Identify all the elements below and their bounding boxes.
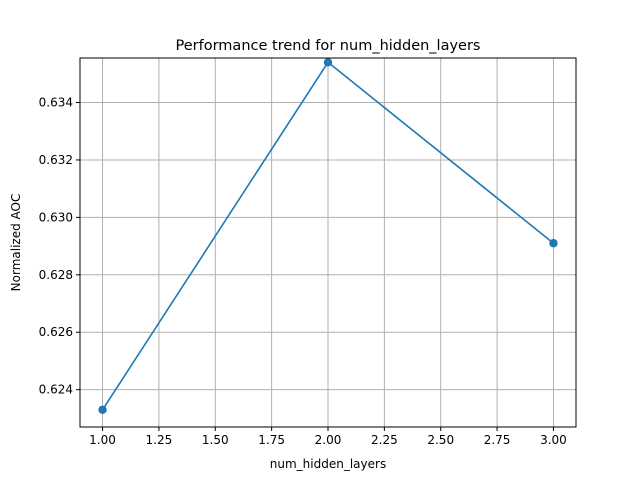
x-tick-label: 1.00 <box>89 433 116 447</box>
x-tick-label: 1.75 <box>258 433 285 447</box>
x-tick-label: 1.25 <box>146 433 173 447</box>
y-axis-ticks: 0.624 0.626 0.628 0.630 0.632 0.634 <box>39 96 80 397</box>
y-tick-label: 0.628 <box>39 268 73 282</box>
x-axis-ticks: 1.00 1.25 1.50 1.75 2.00 2.25 2.50 2.75 3.00 <box>89 427 567 447</box>
data-point <box>323 58 333 67</box>
x-tick-label: 2.00 <box>315 433 342 447</box>
series-layer <box>98 58 558 414</box>
data-point <box>98 405 107 414</box>
x-tick-label: 2.25 <box>371 433 398 447</box>
grid <box>80 58 576 427</box>
x-tick-label: 1.50 <box>202 433 229 447</box>
y-tick-label: 0.632 <box>39 153 73 167</box>
y-tick-label: 0.626 <box>39 325 73 339</box>
x-tick-label: 2.50 <box>427 433 454 447</box>
chart-title: Performance trend for num_hidden_layers <box>176 38 481 54</box>
y-tick-label: 0.634 <box>39 96 73 110</box>
x-tick-label: 3.00 <box>540 433 567 447</box>
data-point <box>549 239 558 248</box>
y-tick-label: 0.624 <box>39 383 73 397</box>
x-axis-label: num_hidden_layers <box>270 457 386 471</box>
x-tick-label: 2.75 <box>484 433 511 447</box>
y-axis-label: Normalized AOC <box>9 194 23 292</box>
y-tick-label: 0.630 <box>39 210 73 224</box>
